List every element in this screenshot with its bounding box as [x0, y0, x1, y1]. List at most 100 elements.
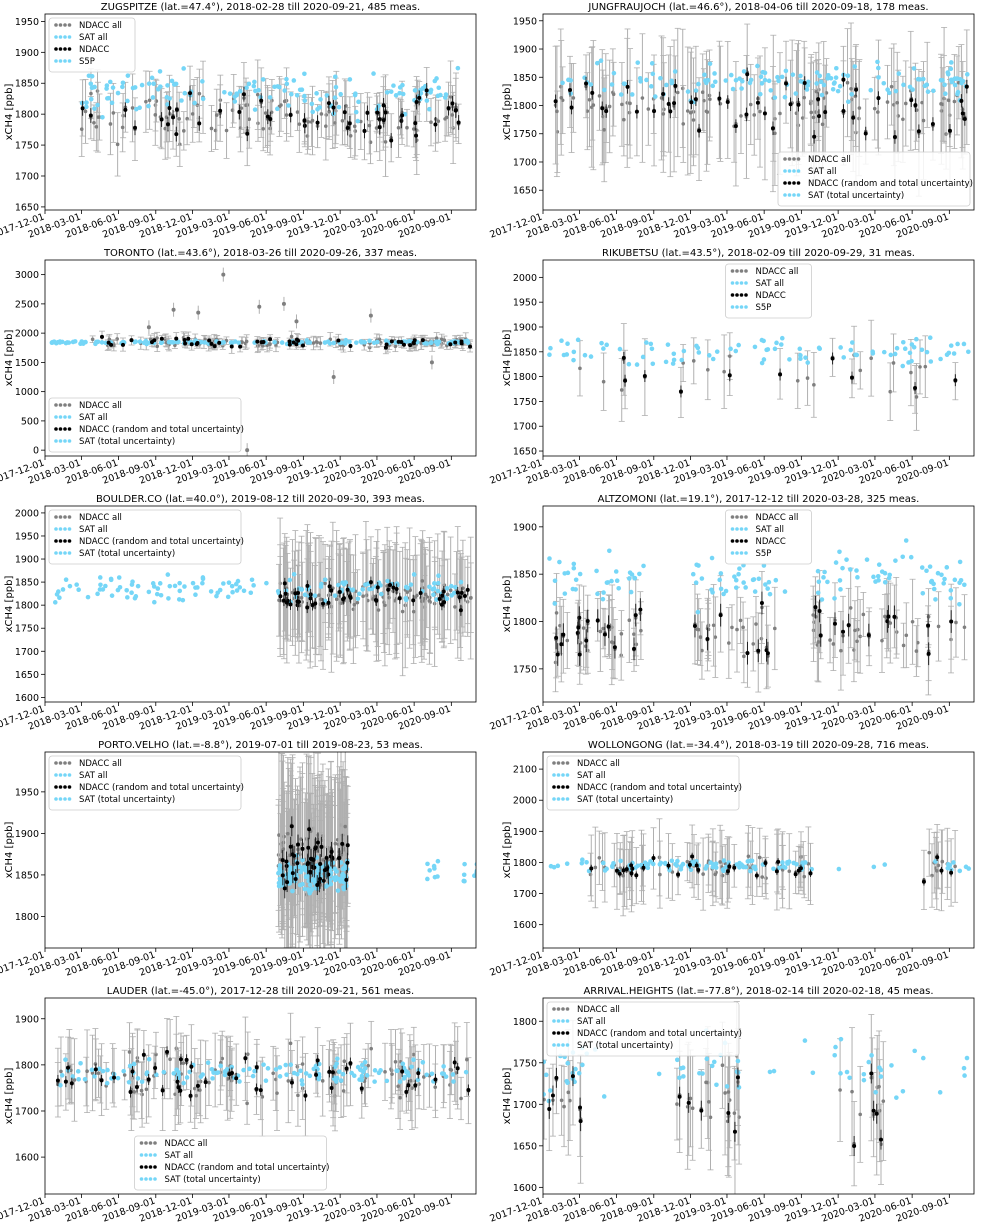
- sat-point: [804, 87, 810, 92]
- ndacc-point: [450, 101, 455, 106]
- sat-point: [849, 91, 855, 97]
- ndacc-point: [218, 108, 223, 113]
- legend-marker: [67, 47, 72, 51]
- sat-point: [762, 77, 768, 83]
- sat-point: [833, 75, 839, 80]
- ndacc-all-point: [352, 124, 357, 129]
- ndacc-all-point: [936, 624, 941, 629]
- legend-marker: [787, 193, 792, 197]
- sat-point: [103, 583, 108, 589]
- sat-point: [920, 590, 926, 596]
- sat-point: [291, 78, 297, 83]
- sat-point: [232, 99, 238, 104]
- ndacc-point: [949, 619, 954, 624]
- y-tick-label: 1850: [513, 347, 537, 358]
- sat-point: [400, 91, 406, 97]
- ndacc-point: [625, 84, 630, 89]
- sat-point: [559, 338, 564, 344]
- chart-title: JUNGFRAUJOCH (lat.=46.6°), 2018-04-06 ti…: [587, 2, 928, 13]
- sat-point: [798, 73, 803, 79]
- legend-entry: NDACC (random and total uncertainty): [79, 537, 244, 547]
- sat-point: [165, 572, 171, 577]
- sat-point: [180, 597, 186, 603]
- y-tick-label: 1650: [513, 447, 537, 458]
- y-tick-label: 1650: [15, 670, 39, 681]
- ndacc-point: [377, 125, 382, 130]
- ndacc-all-point: [355, 600, 360, 605]
- ndacc-all-point: [400, 609, 405, 614]
- ndacc-point: [745, 651, 750, 656]
- sat-point: [797, 346, 803, 352]
- ndacc-point: [453, 340, 458, 345]
- ndacc-point: [389, 339, 394, 344]
- sat-point: [917, 77, 923, 82]
- ndacc-point: [909, 98, 914, 103]
- sat-point: [628, 589, 634, 595]
- sat-point: [844, 557, 849, 562]
- ndacc-all-point: [773, 131, 777, 136]
- sat-point: [818, 79, 824, 85]
- ndacc-all-point: [811, 115, 816, 120]
- ndacc-all-point: [155, 344, 160, 349]
- ndacc-all-point: [601, 626, 605, 631]
- legend-marker: [730, 515, 735, 519]
- ndacc-all-point: [622, 117, 626, 122]
- ndacc-all-point: [735, 627, 739, 632]
- ndacc-all-point: [555, 109, 559, 114]
- sat-point: [875, 59, 880, 65]
- ndacc-all-point: [921, 118, 926, 123]
- ndacc-point: [866, 633, 871, 638]
- sat-point: [690, 571, 696, 577]
- ndacc-all-point: [263, 111, 268, 115]
- plot-area: [49, 267, 474, 456]
- sat-point: [758, 74, 764, 80]
- ndacc-all-point: [601, 379, 606, 384]
- ndacc-point: [634, 109, 639, 114]
- y-tick-label: 2500: [15, 299, 39, 310]
- sat-point: [652, 94, 658, 99]
- ndacc-point: [400, 113, 405, 118]
- ndacc-point: [813, 605, 818, 610]
- legend-marker: [63, 415, 67, 419]
- sat-point: [424, 98, 430, 103]
- sat-point: [908, 554, 914, 560]
- ndacc-point: [174, 336, 179, 341]
- sat-point: [911, 66, 917, 71]
- ndacc-all-point: [849, 86, 853, 91]
- ndacc-point: [413, 121, 418, 126]
- sat-point: [182, 584, 187, 589]
- ndacc-point: [642, 374, 647, 379]
- ndacc-point: [600, 106, 605, 111]
- ndacc-all-point: [436, 119, 441, 124]
- ndacc-point: [88, 113, 93, 118]
- ndacc-all-point: [448, 588, 453, 593]
- sat-point: [613, 569, 619, 574]
- y-tick-label: 1900: [15, 555, 39, 566]
- sat-point: [817, 73, 823, 79]
- sat-point: [733, 577, 739, 583]
- ndacc-all-point: [182, 129, 186, 133]
- chart-svg: TORONTO (lat.=43.6°), 2018-03-26 till 20…: [0, 248, 477, 487]
- sat-point: [931, 88, 936, 94]
- sat-point: [900, 554, 906, 560]
- ndacc-all-point: [591, 103, 596, 107]
- sat-point: [838, 345, 843, 350]
- sat-point: [356, 99, 361, 105]
- legend-marker: [730, 281, 735, 285]
- legend-marker: [744, 527, 748, 531]
- sat-point: [149, 75, 155, 81]
- sat-point: [948, 595, 954, 601]
- sat-point: [886, 575, 892, 581]
- ndacc-all-point: [620, 102, 624, 107]
- sat-point: [435, 588, 441, 594]
- y-tick-label: 1500: [15, 358, 39, 369]
- ndacc-point: [399, 340, 404, 345]
- sat-point: [793, 91, 799, 96]
- sat-point: [614, 578, 620, 583]
- legend: NDACC all SAT all NDACC (random and total …: [777, 151, 973, 207]
- sat-point: [360, 587, 365, 592]
- legend-marker: [796, 157, 801, 161]
- ndacc-all-point: [453, 605, 457, 609]
- sat-point: [85, 594, 91, 600]
- y-axis-label: xCH4 [ppb]: [4, 576, 15, 633]
